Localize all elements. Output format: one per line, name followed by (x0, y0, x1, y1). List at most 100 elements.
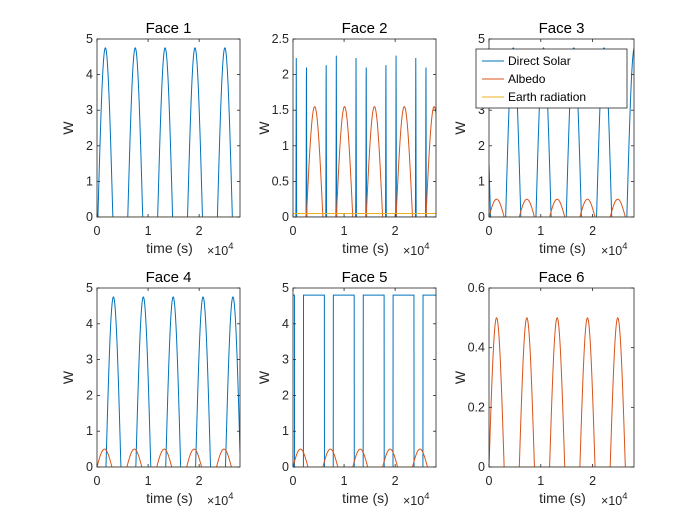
x-axis-label: time (s) (342, 240, 389, 256)
y-tick-label: 3 (282, 353, 289, 367)
y-tick-label: 0 (478, 460, 485, 474)
x-axis-label: time (s) (146, 490, 193, 506)
y-tick-label: 0 (478, 210, 485, 224)
y-tick-label: 0.6 (468, 281, 485, 295)
axes-box (96, 287, 241, 468)
plot-area (97, 39, 240, 217)
x-exponent-label: ×104 (207, 491, 234, 508)
x-tick-label: 0 (290, 474, 297, 488)
x-tick-label: 0 (94, 224, 101, 238)
y-tick-label: 3 (86, 353, 93, 367)
y-tick-label: 2 (86, 388, 93, 402)
y-tick-label: 2 (282, 388, 289, 402)
series-line-direct-solar (97, 296, 240, 467)
subplot-title: Face 1 (146, 20, 192, 37)
y-tick-label: 2 (478, 139, 485, 153)
subplot-1: 0 1 2 3 4 5 0 1 2 Face 1 time (s) W ×104 (60, 20, 241, 258)
x-tick-label: 0 (94, 474, 101, 488)
x-tick-label: 2 (589, 474, 596, 488)
x-tick-label: 2 (196, 224, 203, 238)
series-line-albedo (489, 317, 634, 467)
x-tick-label: 2 (392, 474, 399, 488)
subplot-6: 0 0.2 0.4 0.6 0 1 2 Face 6 time (s) W ×104 (452, 269, 635, 508)
y-tick-label: 1 (282, 139, 289, 153)
legend: Direct Solar Albedo Earth radiation (475, 48, 628, 109)
subplot-title: Face 2 (342, 20, 388, 37)
x-exponent-label: ×104 (601, 241, 628, 258)
subplot-5: 0 1 2 3 4 5 0 1 2 Face 5 time (s) W ×104 (256, 269, 437, 508)
legend-entry: Earth radiation (508, 90, 586, 104)
series-line-albedo (293, 448, 436, 467)
x-tick-label: 1 (537, 474, 544, 488)
plot-area (293, 39, 436, 217)
y-tick-label: 3 (478, 103, 485, 117)
axes-box (488, 38, 635, 218)
y-tick-label: 2 (86, 139, 93, 153)
axes-box (292, 38, 437, 218)
y-axis-label: W (60, 370, 76, 384)
y-tick-label: 1.5 (272, 103, 289, 117)
x-exponent-label: ×104 (601, 491, 628, 508)
y-tick-label: 4 (86, 68, 93, 82)
y-tick-label: 0.5 (272, 174, 289, 188)
y-tick-label: 0.4 (468, 341, 485, 355)
y-tick-label: 2.5 (272, 32, 289, 46)
y-tick-label: 0.2 (468, 400, 485, 414)
y-tick-label: 1 (478, 174, 485, 188)
x-tick-label: 2 (196, 474, 203, 488)
x-tick-label: 2 (589, 224, 596, 238)
x-exponent-label: ×104 (403, 241, 430, 258)
y-axis-label: W (256, 121, 272, 135)
x-tick-label: 0 (290, 224, 297, 238)
subplot-title: Face 3 (539, 20, 585, 37)
x-axis-label: time (s) (146, 240, 193, 256)
x-tick-label: 1 (341, 224, 348, 238)
y-tick-label: 0 (282, 460, 289, 474)
series-line-albedo (293, 106, 436, 217)
y-tick-label: 1 (282, 424, 289, 438)
y-tick-label: 5 (86, 32, 93, 46)
y-tick-label: 0 (86, 210, 93, 224)
x-tick-label: 2 (392, 224, 399, 238)
x-axis-label: time (s) (539, 490, 586, 506)
x-exponent-label: ×104 (403, 491, 430, 508)
legend-entry: Direct Solar (508, 54, 571, 68)
axes-box (96, 38, 241, 218)
axes-box (488, 287, 635, 468)
subplot-2: 0 0.5 1 1.5 2 2.5 0 1 2 Face 2 time (s) W ×104 (256, 20, 437, 258)
y-tick-label: 3 (86, 103, 93, 117)
y-tick-label: 0 (282, 210, 289, 224)
y-tick-label: 1 (86, 174, 93, 188)
y-axis-label: W (60, 121, 76, 135)
x-tick-label: 1 (145, 474, 152, 488)
subplot-title: Face 4 (146, 269, 192, 286)
series-line-albedo (97, 448, 240, 467)
subplot-title: Face 6 (539, 269, 585, 286)
x-exponent-label: ×104 (207, 241, 234, 258)
x-tick-label: 0 (486, 224, 493, 238)
y-axis-label: W (452, 370, 468, 384)
y-tick-label: 5 (282, 281, 289, 295)
y-tick-label: 5 (86, 281, 93, 295)
series-line-direct-solar (97, 47, 240, 217)
subplot-title: Face 5 (342, 269, 388, 286)
x-tick-label: 1 (341, 474, 348, 488)
subplot-4: 0 1 2 3 4 5 0 1 2 Face 4 time (s) W ×104 (60, 269, 241, 508)
y-tick-label: 2 (282, 68, 289, 82)
y-tick-label: 0 (86, 460, 93, 474)
y-tick-label: 4 (86, 317, 93, 331)
y-tick-label: 4 (282, 317, 289, 331)
x-axis-label: time (s) (342, 490, 389, 506)
series-line-direct-solar (489, 47, 634, 217)
legend-entry: Albedo (508, 72, 546, 86)
x-axis-label: time (s) (539, 240, 586, 256)
plot-area (293, 288, 436, 467)
x-tick-label: 0 (486, 474, 493, 488)
y-axis-label: W (256, 370, 272, 384)
series-line-direct-solar (293, 294, 436, 467)
y-tick-label: 1 (86, 424, 93, 438)
y-tick-label: 5 (478, 32, 485, 46)
series-line-albedo (489, 198, 634, 217)
